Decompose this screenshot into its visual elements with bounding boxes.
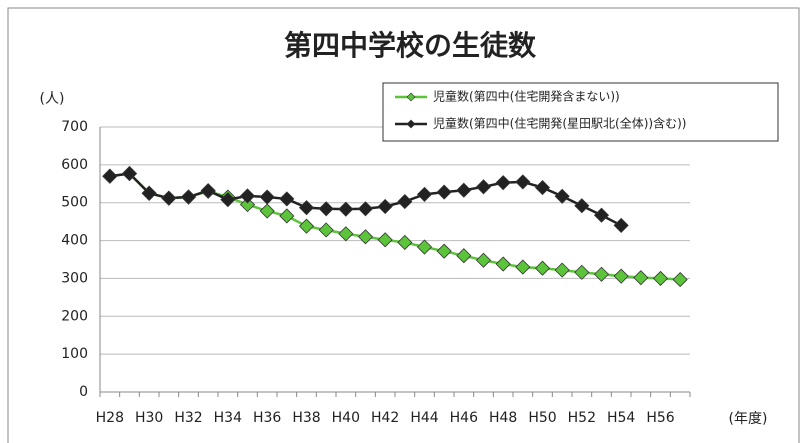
y-tick-label: 500 [61, 195, 88, 211]
x-tick-label: H46 [450, 410, 478, 426]
x-axis-label: (年度) [729, 411, 768, 427]
marker [397, 194, 413, 210]
marker [633, 270, 649, 286]
y-tick-label: 700 [61, 119, 88, 135]
marker [613, 217, 629, 233]
marker [534, 260, 551, 276]
marker [141, 185, 157, 201]
marker [259, 203, 275, 219]
legend-box [382, 82, 779, 142]
y-tick-label: 300 [61, 270, 88, 286]
x-tick-label: H36 [253, 410, 281, 426]
y-axis-label: (人) [40, 91, 65, 107]
marker [318, 201, 334, 217]
x-tick-label: H52 [568, 410, 596, 426]
x-tick-label: H44 [410, 410, 438, 426]
marker [298, 200, 315, 216]
marker [456, 182, 472, 198]
marker [613, 268, 629, 284]
marker [475, 179, 492, 195]
marker [220, 192, 236, 208]
legend-label: 児童数(第四中(住宅開発(星田駅北(全体))含む)) [433, 116, 686, 131]
marker [318, 222, 334, 238]
marker [298, 218, 315, 234]
legend-label: 児童数(第四中(住宅開発含まない)) [433, 89, 620, 104]
y-tick-label: 200 [61, 308, 88, 324]
marker [574, 198, 590, 214]
x-tick-label: H48 [489, 410, 517, 426]
marker [515, 174, 531, 190]
marker [534, 180, 551, 196]
marker [279, 191, 295, 207]
x-tick-label: H28 [96, 410, 124, 426]
marker [495, 175, 511, 191]
marker [102, 168, 118, 184]
marker [652, 270, 669, 286]
marker [554, 188, 570, 204]
y-tick-label: 600 [61, 157, 88, 173]
marker [515, 259, 531, 275]
marker [239, 188, 256, 204]
marker [338, 201, 354, 217]
chart-border [7, 7, 800, 443]
x-tick-label: H34 [214, 410, 242, 426]
marker [554, 262, 570, 278]
marker [259, 189, 275, 205]
legend-marker [406, 119, 416, 129]
marker [357, 229, 374, 245]
y-tick-label: 400 [61, 233, 88, 249]
marker [121, 165, 138, 182]
marker [180, 189, 197, 205]
marker [593, 266, 610, 282]
marker [377, 198, 393, 215]
marker [397, 234, 413, 251]
marker [574, 264, 590, 280]
marker [279, 208, 295, 224]
marker [357, 201, 374, 217]
marker [161, 190, 177, 206]
marker [495, 256, 511, 272]
marker [200, 183, 216, 199]
x-tick-label: H42 [371, 410, 399, 426]
marker [475, 252, 492, 268]
chart-title: 第四中学校の生徒数 [284, 29, 537, 62]
x-tick-label: H54 [607, 410, 635, 426]
x-tick-label: H38 [292, 410, 320, 426]
x-tick-label: H50 [528, 410, 556, 426]
marker [456, 248, 472, 264]
x-tick-label: H32 [174, 410, 202, 426]
marker [672, 271, 688, 288]
marker [239, 197, 256, 213]
marker [338, 226, 354, 242]
x-tick-label: H30 [135, 410, 163, 426]
marker [416, 186, 433, 202]
x-tick-label: H40 [332, 410, 360, 426]
y-tick-label: 100 [61, 346, 88, 362]
marker [377, 232, 393, 248]
marker [436, 184, 452, 200]
marker [436, 243, 452, 259]
marker [416, 239, 433, 255]
x-tick-label: H56 [646, 410, 674, 426]
y-tick-label: 0 [79, 384, 88, 400]
marker [593, 207, 610, 223]
legend-marker [406, 92, 416, 102]
